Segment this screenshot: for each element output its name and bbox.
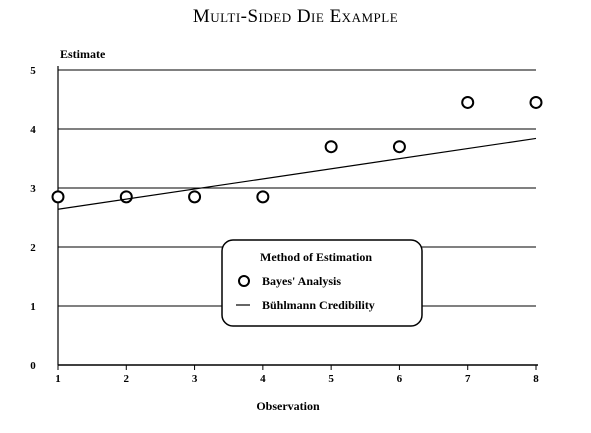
y-tick-label: 3 bbox=[30, 183, 36, 195]
y-tick-label: 2 bbox=[30, 242, 36, 254]
data-series bbox=[51, 95, 543, 210]
legend-entry-bayes: Bayes' Analysis bbox=[262, 274, 341, 288]
x-tick-label: 6 bbox=[397, 373, 403, 385]
axes bbox=[57, 66, 538, 370]
buhlmann-credibility-line bbox=[57, 137, 537, 210]
legend: Method of Estimation Bayes' Analysis Bühlm… bbox=[221, 239, 423, 327]
legend-box bbox=[221, 239, 423, 327]
legend-marker-bayes bbox=[238, 275, 250, 287]
y-tick-label: 5 bbox=[30, 65, 36, 77]
x-tick-label: 5 bbox=[328, 373, 334, 385]
tick-labels: 0 1 2 3 4 5 1 2 3 4 5 6 7 8 bbox=[30, 65, 539, 385]
bayes-point-3 bbox=[188, 190, 202, 204]
legend-entry-buhlmann: Bühlmann Credibility bbox=[262, 298, 375, 312]
bayes-point-7 bbox=[461, 95, 475, 109]
x-tick-label: 2 bbox=[124, 373, 130, 385]
bayes-point-6 bbox=[392, 140, 406, 154]
y-axis-label: Estimate bbox=[60, 47, 106, 61]
bayes-point-1 bbox=[51, 190, 65, 204]
x-tick-label: 8 bbox=[533, 373, 539, 385]
x-tick-label: 3 bbox=[192, 373, 198, 385]
x-tick-label: 1 bbox=[55, 373, 61, 385]
bayes-point-5 bbox=[324, 140, 338, 154]
y-tick-label: 4 bbox=[30, 124, 36, 136]
y-tick-label: 0 bbox=[30, 360, 36, 372]
x-tick-label: 7 bbox=[465, 373, 471, 385]
x-tick-label: 4 bbox=[260, 373, 266, 385]
bayes-point-4 bbox=[256, 190, 270, 204]
chart-title: Multi-Sided Die Example bbox=[192, 6, 399, 27]
bayes-point-8 bbox=[529, 95, 543, 109]
x-axis-label: Observation bbox=[256, 399, 320, 413]
y-tick-label: 1 bbox=[30, 301, 36, 313]
legend-title: Method of Estimation bbox=[260, 250, 372, 264]
bayes-point-2 bbox=[119, 190, 133, 204]
